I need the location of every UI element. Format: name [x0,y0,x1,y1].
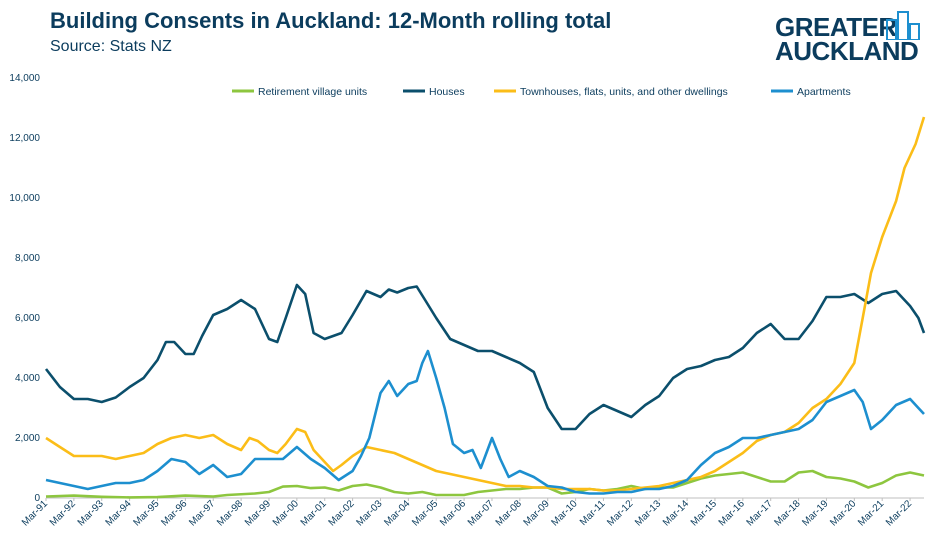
legend-label: Apartments [797,86,851,98]
x-tick-label: Mar-09 [522,498,552,528]
chart-lines [44,116,926,499]
x-tick-label: Mar-93 [76,498,106,528]
series-line-retirement-village-units [45,469,925,499]
chart-legend: Retirement village units Houses Townhouses… [232,86,851,98]
x-tick-label: Mar-15 [689,498,719,528]
x-tick-label: Mar-08 [494,498,524,528]
chart-title: Building Consents in Auckland: 12-Month … [50,8,612,33]
y-tick-label: 6,000 [15,313,40,324]
x-tick-label: Mar-97 [187,498,217,528]
x-tick-label: Mar-19 [800,498,830,528]
x-tick-label: Mar-06 [438,498,468,528]
greater-auckland-logo: GREATER AUCKLAND [775,10,930,66]
y-tick-label: 2,000 [15,433,40,444]
chart-axes: 0 2,000 4,000 6,000 8,000 10,000 12,000 14,000 M… [9,73,924,529]
x-tick-label: Mar-92 [48,498,78,528]
x-tick-label: Mar-20 [828,498,858,528]
series-line-houses [44,283,926,431]
x-tick-label: Mar-95 [131,498,161,528]
series-line-apartments [45,349,925,495]
chart-subtitle: Source: Stats NZ [50,38,172,55]
x-tick-label: Mar-07 [466,498,496,528]
x-tick-label: Mar-13 [633,498,663,528]
y-tick-label: 8,000 [15,253,40,264]
x-tick-label: Mar-16 [717,498,747,528]
x-tick-label: Mar-17 [745,498,775,528]
y-tick-label: 4,000 [15,373,40,384]
x-tick-label: Mar-02 [327,498,357,528]
x-tick-label: Mar-10 [550,498,580,528]
legend-label: Houses [429,86,465,98]
y-tick-label: 12,000 [9,133,40,144]
x-tick-label: Mar-04 [382,498,412,528]
x-tick-label: Mar-22 [884,498,914,528]
x-tick-label: Mar-01 [299,498,329,528]
x-tick-label: Mar-98 [215,498,245,528]
y-tick-label: 14,000 [9,73,40,84]
y-tick-label: 0 [34,493,40,504]
legend-label: Townhouses, flats, units, and other dwel… [520,86,728,98]
x-tick-label: Mar-05 [410,498,440,528]
y-tick-label: 10,000 [9,193,40,204]
x-tick-label: Mar-18 [773,498,803,528]
logo-line-2: AUCKLAND [775,36,919,66]
x-tick-label: Mar-03 [354,498,384,528]
x-tick-label: Mar-94 [104,498,134,528]
x-tick-label: Mar-11 [578,498,608,528]
series-line-townhouses-flats-units-and-other-dwellings [45,116,926,492]
x-tick-label: Mar-12 [605,498,635,528]
x-tick-label: Mar-21 [856,498,886,528]
x-tick-label: Mar-96 [159,498,189,528]
x-tick-label: Mar-99 [243,498,273,528]
legend-label: Retirement village units [258,86,367,98]
x-tick-label: Mar-00 [271,498,301,528]
skyline-icon [886,11,920,40]
x-tick-label: Mar-14 [661,498,691,528]
logo-line-1: GREATER [775,12,897,42]
